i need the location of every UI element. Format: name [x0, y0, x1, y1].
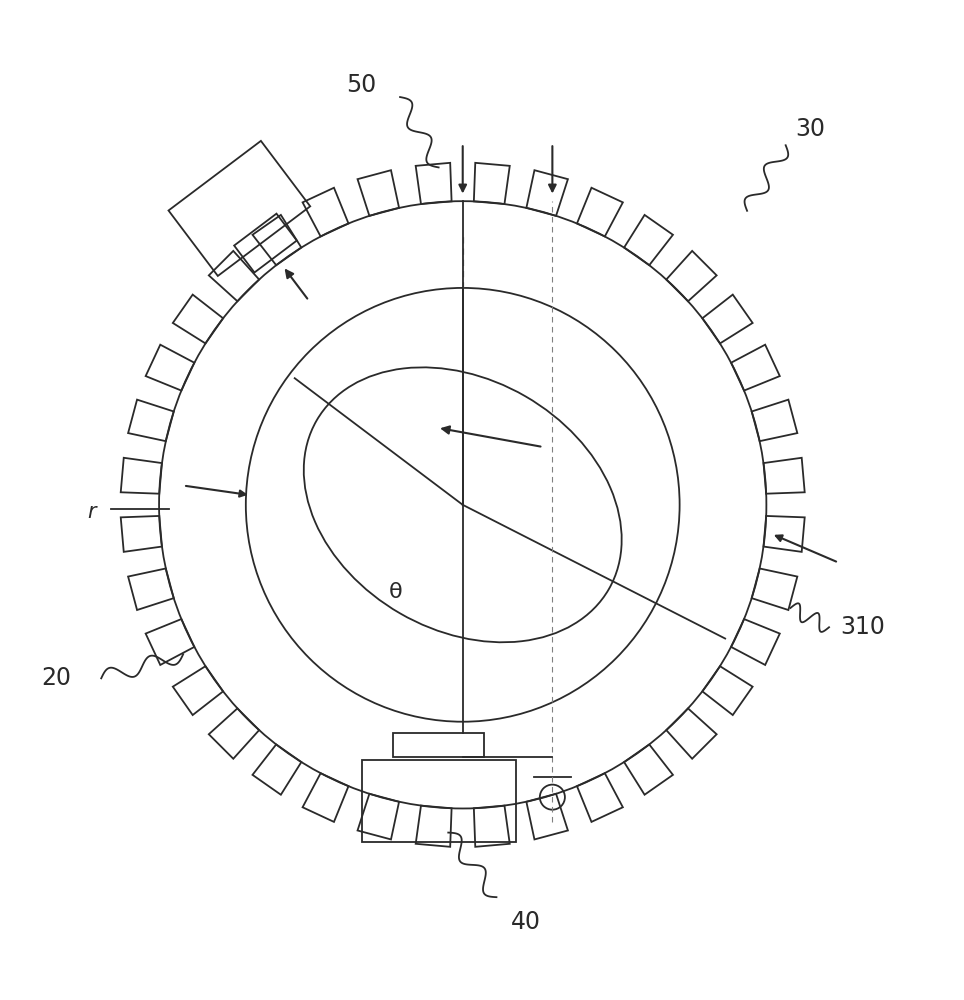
Text: 50: 50	[346, 73, 377, 97]
Bar	[362, 760, 516, 842]
Text: θ: θ	[388, 582, 402, 602]
Text: 20: 20	[40, 666, 71, 690]
Text: 310: 310	[841, 615, 885, 639]
Text: 30: 30	[794, 117, 825, 141]
Text: 40: 40	[510, 910, 541, 934]
Bar	[393, 733, 485, 757]
Text: r: r	[88, 502, 95, 522]
